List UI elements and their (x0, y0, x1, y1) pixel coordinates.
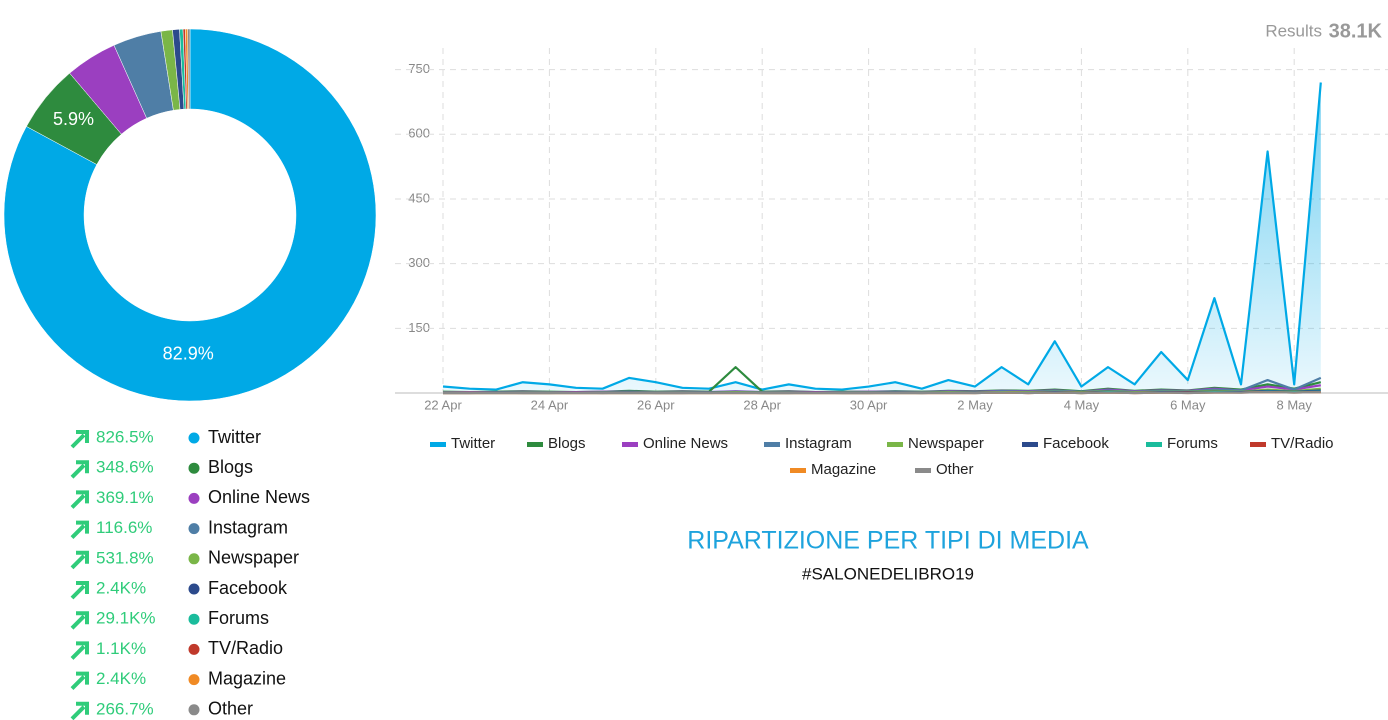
legend-label: Newspaper (908, 435, 984, 452)
growth-value: 348.6% (96, 458, 154, 477)
legend-label: Blogs (208, 457, 253, 477)
growth-arrow (70, 611, 89, 630)
y-tick-label: 450 (408, 190, 430, 205)
x-tick-label: 30 Apr (850, 397, 888, 412)
growth-arrow (70, 430, 89, 449)
donut-slice (187, 28, 191, 110)
y-tick-label: 750 (408, 61, 430, 76)
series-line (442, 82, 1322, 391)
legend-swatch (790, 468, 806, 473)
growth-value: 29.1K% (96, 609, 156, 628)
legend-dot (188, 643, 200, 655)
legend-swatch (915, 468, 931, 473)
x-tick-label: 6 May (1170, 397, 1206, 412)
growth-value: 116.6% (96, 518, 152, 537)
x-tick-label: 22 Apr (424, 397, 462, 412)
slice-label: 82.9% (163, 344, 214, 364)
legend-label: TV/Radio (208, 638, 283, 658)
y-tick-label: 150 (408, 320, 430, 335)
legend-swatch (527, 442, 543, 447)
growth-arrow (70, 550, 89, 570)
growth-value: 2.4K% (96, 669, 146, 688)
growth-arrow (70, 671, 89, 691)
legend-dot (188, 523, 200, 535)
legend-label: Online News (643, 435, 728, 452)
growth-arrow (70, 701, 89, 720)
legend-label: Twitter (451, 435, 495, 452)
growth-arrow (70, 460, 89, 479)
x-tick-label: 24 Apr (531, 397, 569, 412)
legend-dot (188, 492, 200, 504)
x-tick-label: 28 Apr (743, 397, 781, 412)
legend-label: TV/Radio (1271, 435, 1334, 452)
growth-value: 1.1K% (96, 639, 146, 658)
growth-value: 531.8% (96, 548, 154, 567)
legend-label: Instagram (785, 435, 852, 452)
legend-label: Facebook (1043, 435, 1109, 452)
legend-label: Blogs (548, 435, 586, 452)
donut-slice (3, 28, 377, 402)
legend-swatch (1146, 442, 1162, 447)
legend-label: Forums (208, 608, 269, 628)
x-tick-label: 2 May (957, 397, 993, 412)
legend-dot (188, 432, 200, 444)
legend-dot (188, 613, 200, 625)
legend-swatch (1022, 442, 1038, 447)
legend-dot (188, 462, 200, 474)
growth-value: 826.5% (96, 427, 154, 446)
legend-label: Online News (208, 487, 310, 507)
y-tick-label: 300 (408, 255, 430, 270)
legend-label: Other (208, 699, 253, 719)
legend-swatch (887, 442, 903, 447)
title: RIPARTIZIONE PER TIPI DI MEDIA (687, 527, 1089, 555)
y-tick-label: 600 (408, 126, 430, 141)
legend-dot (188, 583, 200, 595)
legend-label: Newspaper (208, 548, 299, 568)
legend-label: Magazine (208, 668, 286, 688)
legend-label: Instagram (208, 517, 288, 537)
legend-swatch (764, 442, 780, 447)
legend-dot (188, 674, 200, 686)
series-line (443, 391, 1321, 395)
growth-arrow (70, 490, 89, 509)
legend-dot (188, 553, 200, 565)
legend-label: Magazine (811, 461, 876, 478)
legend-swatch (1250, 442, 1266, 447)
legend-label: Other (936, 461, 974, 478)
x-tick-label: 4 May (1064, 397, 1100, 412)
legend-swatch (622, 442, 638, 447)
growth-arrow (70, 520, 89, 540)
results-value: 38.1K (1329, 20, 1383, 42)
legend-dot (188, 704, 200, 716)
x-tick-label: 26 Apr (637, 397, 675, 412)
legend-label: Forums (1167, 435, 1218, 452)
x-tick-label: 8 May (1276, 397, 1312, 412)
growth-value: 2.4K% (96, 578, 146, 597)
growth-value: 369.1% (96, 488, 154, 507)
legend-label: Facebook (208, 578, 288, 598)
results-label: Results (1265, 21, 1322, 40)
legend-label: Twitter (208, 427, 261, 447)
growth-arrow (70, 641, 89, 660)
growth-value: 266.7% (96, 699, 154, 718)
series-area (443, 82, 1321, 393)
growth-arrow (70, 581, 89, 600)
subtitle: #SALONEDELIBRO19 (802, 564, 974, 583)
legend-swatch (430, 442, 446, 447)
slice-label: 5.9% (53, 109, 94, 129)
